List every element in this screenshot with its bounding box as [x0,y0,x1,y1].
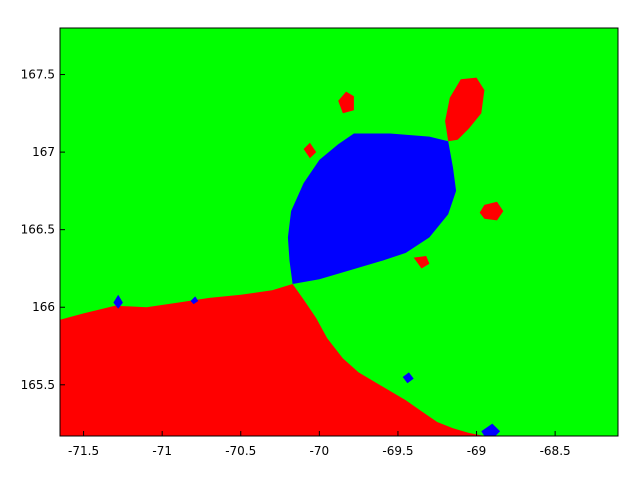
region-red-basin [60,284,485,436]
x-tick-label: -68.5 [540,444,571,458]
y-tick-label: 167.5 [21,68,55,82]
region-blue-dot-left [190,296,199,305]
region-red-bulb-top [338,91,354,114]
y-tick-label: 166 [32,300,55,314]
region-red-bulb-left [303,142,317,159]
region-blue-basin [287,133,457,284]
x-tick-label: -70.5 [225,444,256,458]
region-red-bulb-right [479,201,504,221]
x-axis: -71.5 -71 -70.5 -70 -69.5 -69 -68.5 [68,431,571,458]
x-tick-label: -70 [310,444,330,458]
y-tick-label: 165.5 [21,378,55,392]
region-red-bulb-lower-right [413,256,430,269]
x-tick-label: -71 [152,444,172,458]
region-red-bulb-top-right [445,77,485,142]
x-tick-label: -69 [467,444,487,458]
y-axis: 165.5 166 166.5 167 167.5 [21,68,65,392]
axes-frame [59,27,619,437]
regions-layer [60,77,504,436]
region-blue-bulb-left [113,294,123,309]
y-tick-label: 167 [32,145,55,159]
y-tick-label: 166.5 [21,223,55,237]
x-tick-label: -69.5 [382,444,413,458]
region-blue-bulb-lower [402,372,414,384]
region-blue-bulb-bottom [481,423,501,436]
x-tick-label: -71.5 [68,444,99,458]
